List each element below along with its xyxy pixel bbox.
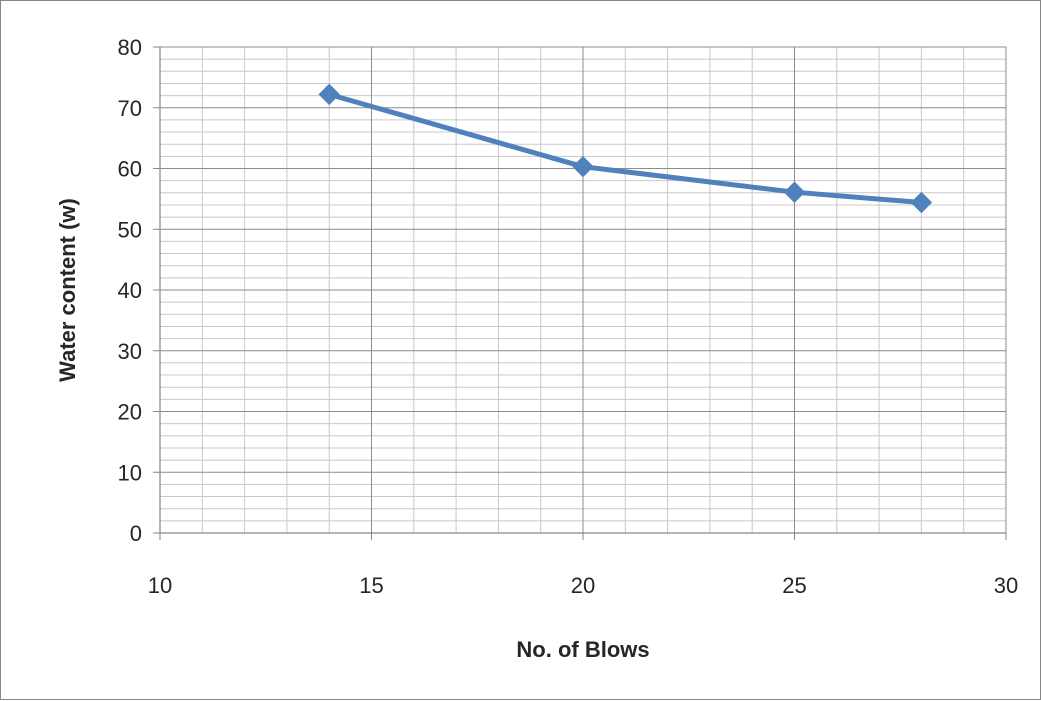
y-tick-label: 40 xyxy=(118,278,142,303)
y-tick-label: 50 xyxy=(118,217,142,242)
y-tick-label: 30 xyxy=(118,339,142,364)
x-tick-label: 15 xyxy=(359,573,383,598)
y-tick-label: 20 xyxy=(118,400,142,425)
x-tick-label: 25 xyxy=(782,573,806,598)
data-point-marker xyxy=(783,181,806,203)
major-gridlines xyxy=(159,46,1007,534)
x-tick-labels: 10 15 20 25 30 xyxy=(148,573,1018,598)
y-axis-title: Water content (w) xyxy=(55,198,80,382)
axes xyxy=(153,46,1007,540)
y-tick-label: 70 xyxy=(118,96,142,121)
data-point-marker xyxy=(910,191,933,214)
y-tick-label: 0 xyxy=(130,521,142,546)
x-tick-label: 20 xyxy=(571,573,595,598)
y-tick-labels: 0 10 20 30 40 50 60 70 80 xyxy=(118,35,142,546)
y-tick-label: 10 xyxy=(118,460,142,485)
series-layer xyxy=(318,83,933,214)
y-tick-label: 60 xyxy=(118,157,142,182)
x-axis-title: No. of Blows xyxy=(516,637,649,662)
x-tick-label: 10 xyxy=(148,573,172,598)
data-point-marker xyxy=(318,83,340,106)
data-point-marker xyxy=(572,155,594,178)
series-line xyxy=(326,91,924,206)
y-tick-label: 80 xyxy=(118,35,142,60)
x-tick-label: 30 xyxy=(994,573,1018,598)
